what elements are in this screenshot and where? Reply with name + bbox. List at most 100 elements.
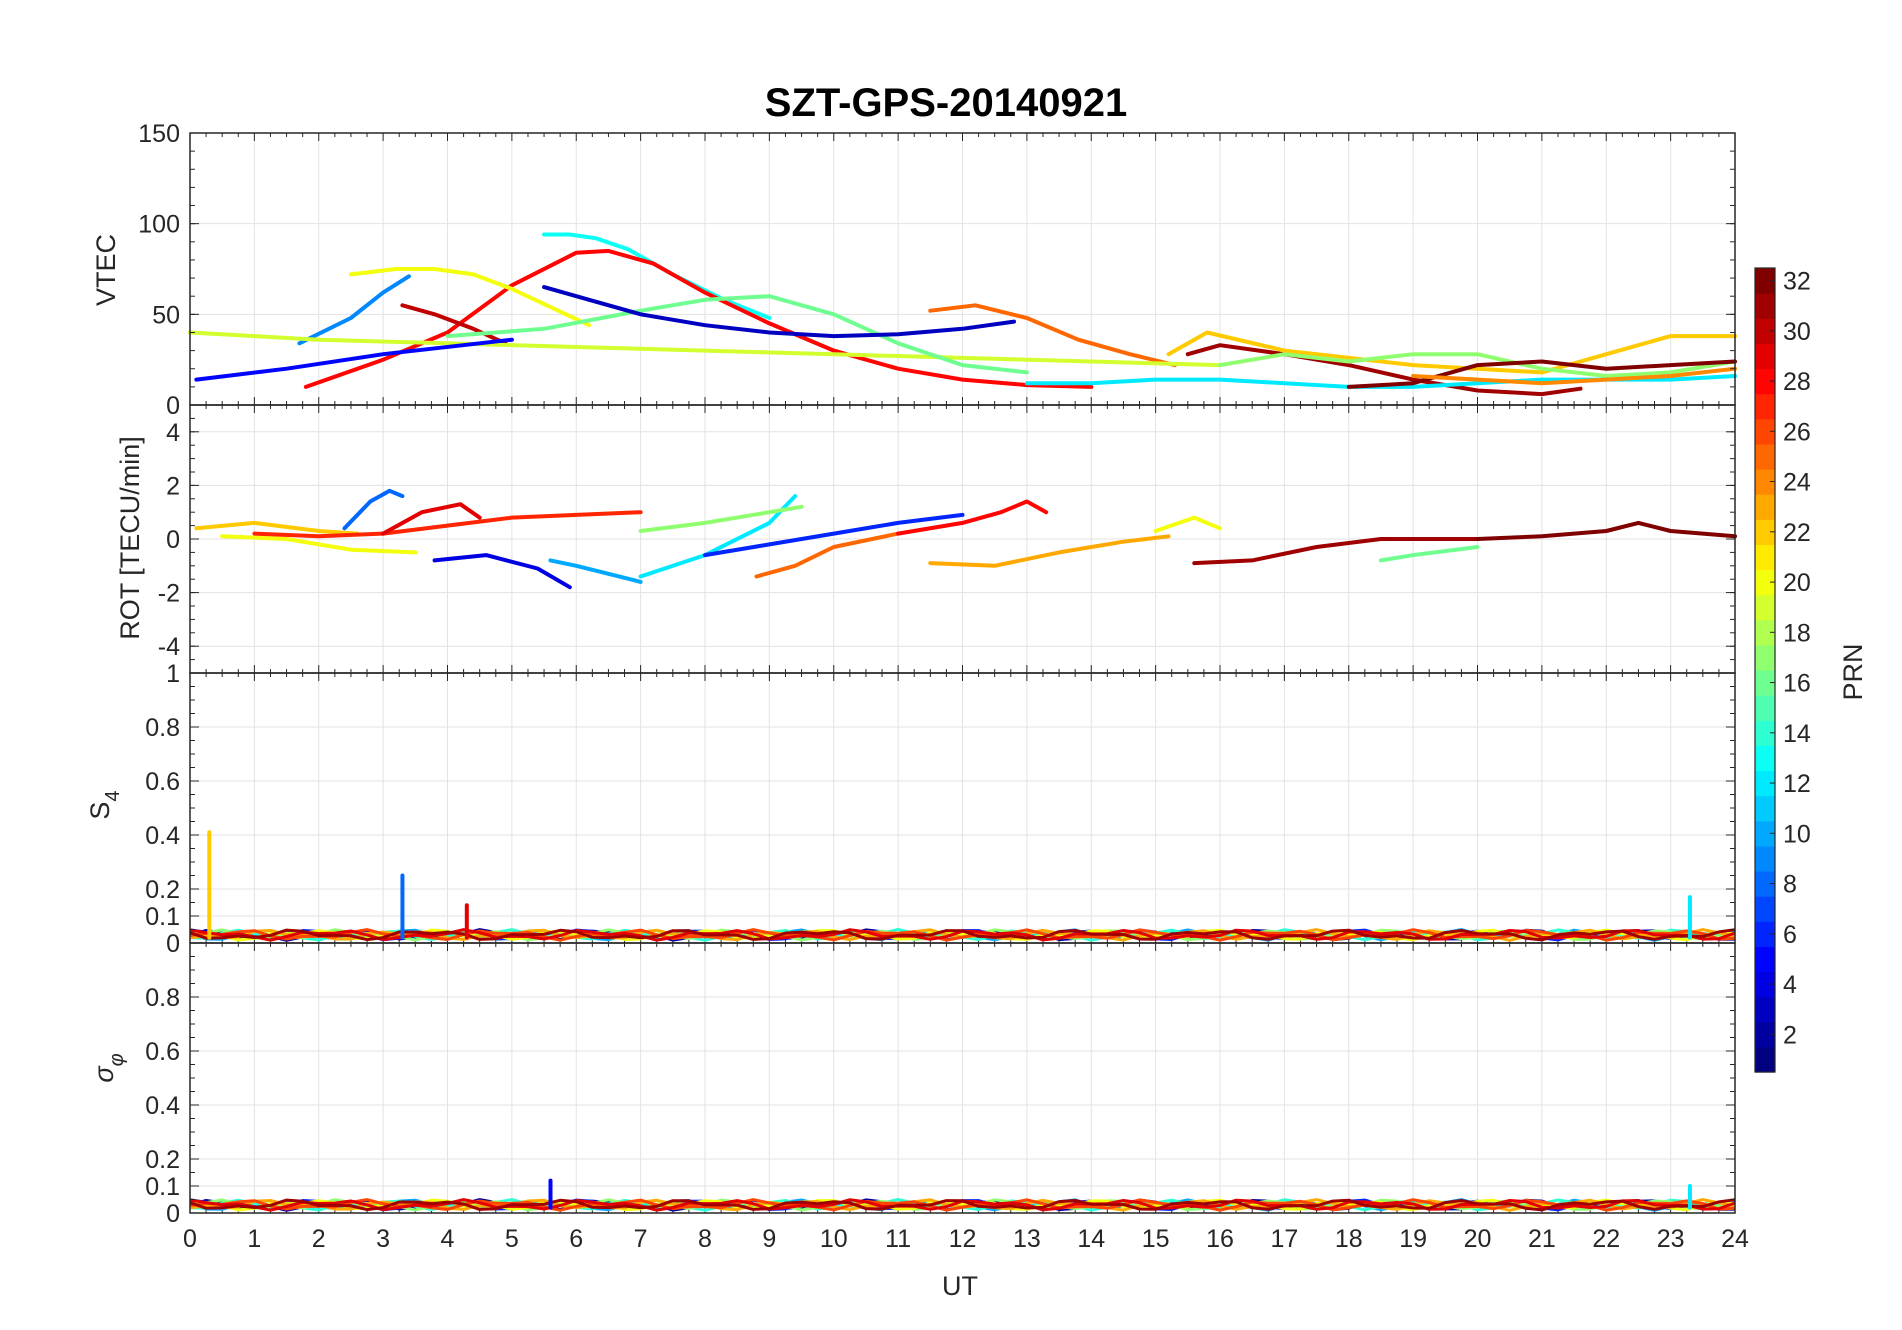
colorbar-tick-label: 10	[1783, 820, 1811, 848]
series-line-prn-19	[188, 330, 1222, 368]
s4-series	[189, 830, 1736, 942]
series-line-prn-31	[1185, 343, 1583, 397]
vtec-panel: 0 50 100 150 VTEC	[91, 120, 1737, 420]
noise-trace-prn-26	[189, 928, 1736, 942]
x-tick-label: 10	[820, 1225, 848, 1253]
x-tick-label: 12	[949, 1225, 977, 1253]
colorbar-band-prn-29	[1755, 343, 1775, 370]
sigma-phi-series	[189, 1178, 1736, 1212]
y-tick-label: 0	[166, 392, 180, 420]
colorbar-tick-label: 16	[1783, 670, 1811, 698]
colorbar-band-prn-25	[1755, 443, 1775, 470]
series-line-prn-20	[1153, 515, 1222, 533]
series-line-prn-4	[432, 553, 572, 590]
x-axis-label: UT	[942, 1271, 978, 1301]
x-tick-label: 18	[1335, 1225, 1363, 1253]
series-line-prn-5	[194, 337, 514, 382]
colorbar-tick-label: 22	[1783, 519, 1811, 547]
colorbar-tick-label: 6	[1783, 921, 1797, 949]
colorbar-tick-label: 28	[1783, 368, 1811, 396]
y-tick-label: 0.2	[145, 876, 180, 904]
series-line-prn-24	[1411, 366, 1737, 386]
y-tick-label: 150	[138, 120, 180, 148]
series-line-prn-27	[252, 510, 643, 539]
colorbar-band-prn-16	[1755, 670, 1775, 696]
x-tick-label: 22	[1592, 1225, 1620, 1253]
colorbar-band-prn-4	[1755, 971, 1775, 998]
x-tick-label: 2	[312, 1225, 326, 1253]
colorbar-band-prn-31	[1755, 293, 1775, 319]
x-tick-label: 15	[1142, 1225, 1170, 1253]
y-tick-label: 0	[166, 1200, 180, 1228]
noise-trace-prn-31	[189, 1198, 1736, 1212]
sigma-phi-panel: 00.10.20.40.60.8 0 1 2 3 4 5 6 7 8 9 10 11 12 13 14 15 1…	[89, 942, 1749, 1301]
colorbar-band-prn-19	[1755, 594, 1775, 621]
y-tick-label: 50	[152, 301, 180, 329]
x-tick-label: 11	[885, 1225, 911, 1253]
x-tick-label: 9	[762, 1225, 776, 1253]
rot-y-label: ROT [TECU/min]	[115, 436, 145, 640]
series-line-prn-10	[548, 558, 643, 584]
series-line-prn-22	[1166, 330, 1737, 375]
colorbar-band-prn-23	[1755, 494, 1775, 520]
y-tick-label: 0.8	[145, 714, 180, 742]
colorbar-band-prn-9	[1755, 845, 1775, 872]
colorbar-band-prn-10	[1755, 820, 1775, 847]
colorbar-band-prn-8	[1755, 871, 1775, 897]
series-line-prn-20	[220, 534, 418, 555]
colorbar-band-prn-3	[1755, 996, 1775, 1023]
series-line-prn-22	[194, 520, 360, 536]
s4-y-label: S4	[85, 790, 124, 819]
x-tick-label: 16	[1206, 1225, 1234, 1253]
colorbar-band-prn-28	[1755, 368, 1775, 395]
x-tick-label: 23	[1657, 1225, 1685, 1253]
chart-title: SZT-GPS-20140921	[765, 81, 1127, 125]
series-line-prn-17	[638, 504, 804, 533]
colorbar-label: PRN	[1838, 643, 1868, 700]
colorbar-band-prn-2	[1755, 1021, 1775, 1048]
series-line-prn-20	[348, 267, 592, 328]
y-tick-label: 0.2	[145, 1146, 180, 1174]
colorbar-band-prn-15	[1755, 695, 1775, 721]
colorbar-band-prn-21	[1755, 544, 1775, 571]
colorbar-band-prn-1	[1755, 1046, 1775, 1073]
x-tick-label: 24	[1721, 1225, 1749, 1253]
vtec-y-label: VTEC	[91, 234, 121, 306]
colorbar-band-prn-7	[1755, 896, 1775, 922]
series-line-prn-16	[1378, 545, 1480, 563]
x-tick-label: 20	[1464, 1225, 1492, 1253]
colorbar-gradient	[1755, 268, 1775, 1073]
sigma-phi-y-label: σφ	[89, 1053, 128, 1082]
s4-y-ticks: 00.10.2 0.4 0.6 0.8 1	[145, 660, 1735, 958]
series-line-prn-32	[1346, 359, 1737, 389]
colorbar-tick-label: 32	[1783, 268, 1811, 296]
y-tick-label: 0	[166, 930, 180, 958]
series-line-prn-30	[400, 303, 508, 346]
series-line-prn-23	[928, 534, 1171, 568]
colorbar-band-prn-6	[1755, 921, 1775, 947]
colorbar-band-prn-22	[1755, 519, 1775, 545]
colorbar-tick-label: 2	[1783, 1021, 1797, 1049]
colorbar-tick-label: 8	[1783, 871, 1797, 899]
colorbar-band-prn-27	[1755, 393, 1775, 420]
x-tick-label: 14	[1077, 1225, 1105, 1253]
series-line-prn-8	[342, 488, 405, 531]
colorbar-tick-label: 4	[1783, 971, 1797, 999]
rot-y-ticks: -4 -2 0 2 4	[158, 404, 1735, 674]
noise-trace-prn-31	[189, 928, 1736, 942]
series-line-prn-17	[1218, 352, 1737, 378]
series-line-prn-29	[381, 502, 482, 536]
y-tick-label: -2	[158, 580, 180, 608]
x-tick-label: 8	[698, 1225, 712, 1253]
y-tick-label: 4	[166, 419, 180, 447]
y-tick-label: 0.6	[145, 768, 180, 796]
y-tick-label: 2	[166, 472, 180, 500]
colorbar-tick-label: 18	[1783, 619, 1811, 647]
vtec-series	[188, 232, 1737, 397]
colorbar-tick-label: 24	[1783, 469, 1811, 497]
colorbar-tick-label: 20	[1783, 569, 1811, 597]
x-tick-label: 5	[505, 1225, 519, 1253]
x-tick-label: 17	[1270, 1225, 1298, 1253]
series-line-prn-3	[542, 285, 1016, 339]
